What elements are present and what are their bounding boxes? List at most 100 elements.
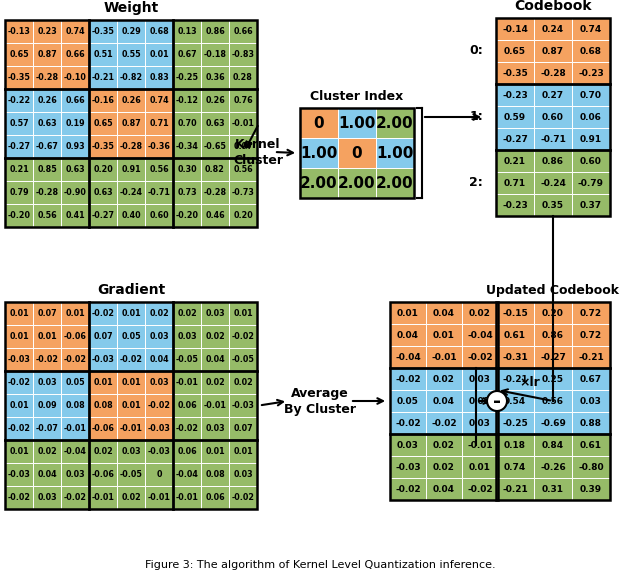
Text: 0.18: 0.18 <box>504 440 526 449</box>
Text: 0.03: 0.03 <box>469 418 491 428</box>
Bar <box>229 158 257 181</box>
Text: -0.01: -0.01 <box>175 378 198 387</box>
Bar <box>462 434 498 456</box>
Bar <box>229 66 257 89</box>
Bar <box>117 486 145 509</box>
Bar <box>145 204 173 227</box>
Text: 0.63: 0.63 <box>65 165 85 174</box>
Bar <box>89 486 117 509</box>
Text: 2:: 2: <box>469 176 483 189</box>
Bar <box>173 112 201 135</box>
Bar <box>33 463 61 486</box>
Bar <box>117 135 145 158</box>
Text: 0.72: 0.72 <box>580 331 602 339</box>
Text: 0.91: 0.91 <box>580 134 602 144</box>
Text: -0.02: -0.02 <box>467 352 493 362</box>
Bar <box>572 368 610 390</box>
Text: -0.27: -0.27 <box>8 142 31 151</box>
Text: 0.87: 0.87 <box>37 50 57 59</box>
Bar <box>300 138 338 168</box>
Bar <box>390 368 426 390</box>
Text: 0.60: 0.60 <box>149 211 169 220</box>
Bar <box>117 463 145 486</box>
Bar <box>496 456 534 478</box>
Text: -0.06: -0.06 <box>92 424 115 433</box>
Text: -0.90: -0.90 <box>63 188 86 197</box>
Text: 0.03: 0.03 <box>580 397 602 405</box>
Text: -0.23: -0.23 <box>502 91 528 99</box>
Text: 0.04: 0.04 <box>205 355 225 364</box>
Text: 0.19: 0.19 <box>65 119 85 128</box>
Bar <box>145 394 173 417</box>
Bar <box>5 43 33 66</box>
Bar <box>89 463 117 486</box>
Text: -0.06: -0.06 <box>63 332 86 341</box>
Text: -: - <box>493 392 501 411</box>
Bar <box>229 371 257 394</box>
Bar <box>376 138 414 168</box>
Text: 0.79: 0.79 <box>9 188 29 197</box>
Bar <box>89 89 117 112</box>
Text: 0.86: 0.86 <box>205 27 225 36</box>
Text: -0.05: -0.05 <box>232 355 255 364</box>
Text: -0.28: -0.28 <box>540 68 566 77</box>
Bar <box>496 412 534 434</box>
Text: 0.01: 0.01 <box>397 308 419 317</box>
Bar <box>33 204 61 227</box>
Text: 0.03: 0.03 <box>469 397 491 405</box>
Text: -0.01: -0.01 <box>148 493 170 502</box>
Bar <box>173 463 201 486</box>
Bar <box>145 440 173 463</box>
Text: 2.00: 2.00 <box>338 176 376 191</box>
Bar <box>390 324 426 346</box>
Bar <box>61 463 89 486</box>
Text: 0.05: 0.05 <box>65 378 85 387</box>
Text: -0.02: -0.02 <box>63 355 86 364</box>
Bar <box>534 18 572 40</box>
Bar <box>173 135 201 158</box>
Text: 0.01: 0.01 <box>121 309 141 318</box>
Text: -0.02: -0.02 <box>8 424 31 433</box>
Text: 0.06: 0.06 <box>580 113 602 122</box>
Text: 0.02: 0.02 <box>433 463 455 471</box>
Bar <box>5 486 33 509</box>
Bar <box>229 394 257 417</box>
Text: 0.06: 0.06 <box>177 447 197 456</box>
Bar <box>61 135 89 158</box>
Bar <box>145 112 173 135</box>
Text: -0.03: -0.03 <box>232 401 255 410</box>
Text: 0.08: 0.08 <box>65 401 85 410</box>
Text: -0.23: -0.23 <box>578 68 604 77</box>
Bar <box>89 394 117 417</box>
Text: -0.13: -0.13 <box>8 27 31 36</box>
Bar <box>145 43 173 66</box>
Text: 0.04: 0.04 <box>149 355 169 364</box>
Bar <box>5 325 33 348</box>
Text: 0.20: 0.20 <box>93 165 113 174</box>
Text: 0.03: 0.03 <box>469 374 491 383</box>
Bar <box>572 324 610 346</box>
Text: 0.01: 0.01 <box>37 332 57 341</box>
Bar <box>496 18 534 40</box>
Bar <box>572 150 610 172</box>
Bar <box>201 463 229 486</box>
Text: -0.01: -0.01 <box>63 424 86 433</box>
Text: -0.03: -0.03 <box>148 447 170 456</box>
Bar <box>496 150 534 172</box>
Bar <box>173 394 201 417</box>
Text: -0.01: -0.01 <box>204 401 227 410</box>
Text: 0.07: 0.07 <box>93 332 113 341</box>
Bar <box>173 43 201 66</box>
Text: -0.71: -0.71 <box>540 134 566 144</box>
Text: -0.21: -0.21 <box>92 73 115 82</box>
Bar <box>572 62 610 84</box>
Text: 0.06: 0.06 <box>205 493 225 502</box>
Text: -0.35: -0.35 <box>8 73 31 82</box>
Bar <box>496 302 534 324</box>
Bar <box>61 158 89 181</box>
Text: -0.79: -0.79 <box>578 179 604 188</box>
Bar <box>462 302 498 324</box>
Text: 0.87: 0.87 <box>121 119 141 128</box>
Text: 0.01: 0.01 <box>121 401 141 410</box>
Bar <box>462 456 498 478</box>
